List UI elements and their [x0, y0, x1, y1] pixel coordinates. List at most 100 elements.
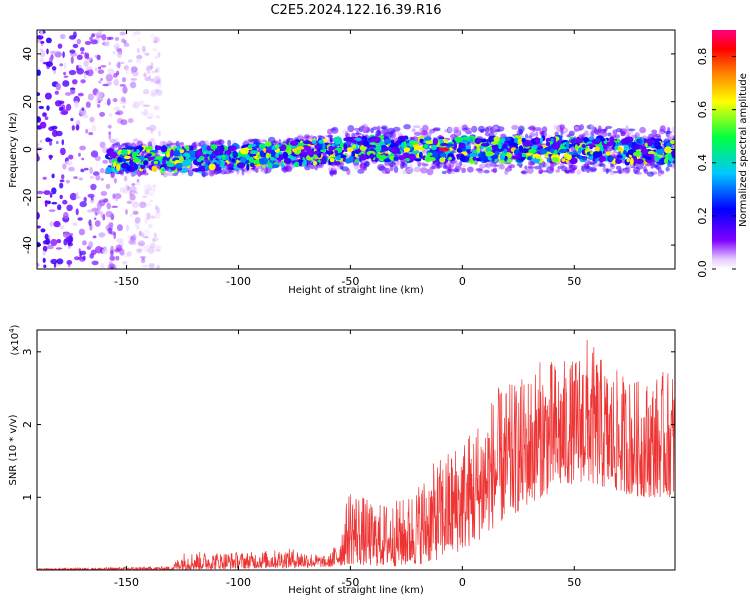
noise-blob	[132, 201, 139, 208]
noise-blob	[68, 69, 77, 76]
x-tick-label: 50	[567, 275, 581, 288]
band-core-blob	[558, 148, 568, 154]
band-core-blob	[570, 138, 576, 144]
band-core-blob	[213, 166, 222, 171]
band-core-blob	[373, 136, 381, 144]
band-core-blob	[498, 143, 502, 149]
band-halo-blob	[420, 167, 428, 174]
band-core-blob	[296, 146, 305, 150]
noise-blob	[87, 193, 95, 198]
band-halo-blob	[566, 134, 571, 138]
noise-blob	[155, 66, 160, 73]
band-halo-blob	[555, 125, 560, 132]
band-halo-blob	[668, 133, 674, 141]
band-halo-blob	[467, 166, 474, 173]
noise-blob	[120, 119, 128, 126]
noise-blob	[66, 260, 73, 265]
noise-blob	[143, 202, 149, 207]
band-core-blob	[335, 155, 341, 161]
band-halo-blob	[493, 131, 498, 136]
noise-blob	[151, 70, 157, 74]
band-halo-blob	[454, 132, 461, 136]
noise-blob	[152, 184, 157, 188]
band-halo-blob	[628, 128, 636, 132]
band-core-blob	[308, 149, 314, 158]
noise-blob	[135, 182, 141, 186]
noise-blob	[141, 111, 145, 115]
noise-blob	[154, 205, 158, 210]
noise-blob	[91, 124, 97, 132]
noise-blob	[37, 143, 40, 146]
noise-blob	[130, 66, 138, 73]
noise-blob	[115, 244, 123, 251]
band-halo-blob	[389, 131, 397, 139]
band-halo-blob	[534, 165, 542, 170]
band-core-blob	[153, 160, 159, 165]
band-core-blob	[375, 145, 382, 153]
band-core-blob	[476, 146, 481, 154]
noise-blob	[113, 73, 118, 78]
band-core-blob	[396, 146, 400, 154]
band-core-blob	[571, 153, 581, 159]
band-core-blob	[490, 141, 499, 145]
noise-blob	[132, 210, 139, 215]
band-core-blob	[540, 137, 543, 144]
band-halo-blob	[416, 161, 422, 164]
band-core-blob	[362, 140, 369, 147]
noise-blob	[63, 212, 69, 220]
band-halo-blob	[339, 165, 344, 170]
noise-blob	[96, 91, 103, 99]
band-core-blob	[401, 142, 405, 148]
band-core-blob	[132, 158, 142, 163]
noise-blob	[84, 167, 89, 171]
band-core-blob	[623, 149, 627, 155]
band-core-blob	[587, 143, 594, 147]
noise-blob	[119, 187, 126, 193]
noise-blob	[148, 74, 152, 79]
noise-blob	[136, 54, 143, 60]
band-core-blob	[226, 163, 235, 168]
band-core-blob	[334, 150, 338, 154]
noise-blob	[37, 212, 40, 220]
band-halo-blob	[507, 165, 512, 169]
band-halo-blob	[282, 166, 287, 174]
band-core-blob	[538, 145, 544, 150]
band-halo-blob	[524, 165, 528, 170]
noise-blob	[136, 248, 143, 254]
noise-blob	[149, 124, 157, 131]
band-core-blob	[578, 147, 582, 155]
noise-blob	[150, 92, 157, 98]
noise-blob	[59, 179, 65, 183]
band-core-blob	[119, 154, 123, 158]
band-halo-blob	[271, 140, 277, 146]
band-core-blob	[282, 151, 289, 159]
band-halo-blob	[613, 149, 617, 154]
band-core-blob	[383, 138, 393, 144]
noise-blob	[91, 207, 99, 212]
noise-blob	[102, 159, 109, 164]
band-halo-blob	[420, 162, 426, 165]
band-halo-blob	[381, 126, 386, 130]
band-core-blob	[472, 156, 477, 161]
noise-blob	[42, 257, 46, 263]
band-halo-blob	[251, 138, 259, 142]
band-core-blob	[574, 144, 579, 151]
band-core-blob	[561, 158, 566, 162]
noise-blob	[83, 60, 89, 67]
band-halo-blob	[584, 130, 589, 136]
band-halo-blob	[484, 127, 490, 133]
band-core-blob	[179, 155, 184, 163]
band-core-blob	[535, 155, 542, 160]
band-core-blob	[210, 144, 218, 150]
noise-blob	[146, 65, 153, 71]
band-halo-blob	[544, 162, 549, 170]
band-core-blob	[231, 158, 236, 163]
noise-blob	[130, 79, 136, 83]
band-core-blob	[298, 152, 307, 158]
noise-blob	[139, 201, 147, 209]
band-halo-blob	[414, 131, 421, 136]
band-core-blob	[155, 145, 162, 151]
noise-blob	[51, 173, 55, 179]
snr-multiplier-exp: 4	[8, 328, 16, 333]
